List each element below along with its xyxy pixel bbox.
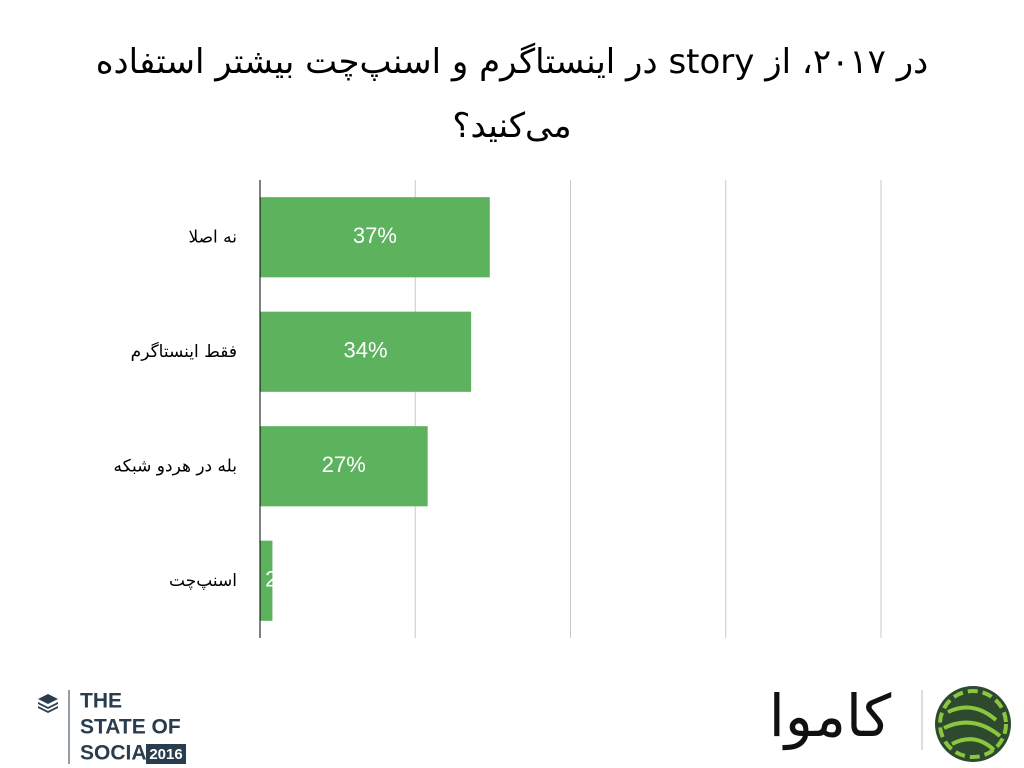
buffer-icon xyxy=(38,694,58,713)
bar xyxy=(260,311,472,392)
value-label: 34% xyxy=(344,338,388,363)
logo-text: STATE OF xyxy=(80,716,181,739)
year-box xyxy=(146,744,186,764)
category-label: نه اصلا xyxy=(188,227,237,247)
value-label: 2% xyxy=(265,567,297,592)
chart-title: در ۲۰۱۷، از story در اینستاگرم و اسنپ‌چت… xyxy=(95,42,929,146)
value-label: 37% xyxy=(353,223,397,248)
logo-text: THE xyxy=(80,690,122,713)
category-label: فقط اینستاگرم xyxy=(131,341,237,362)
category-label: اسنپ‌چت xyxy=(169,571,237,591)
bar xyxy=(260,540,273,621)
yarn-icon xyxy=(935,686,1011,762)
brand-text: کاموا xyxy=(769,682,892,751)
value-label: 27% xyxy=(322,452,366,477)
bar xyxy=(260,197,490,278)
logo-text: SOCIAL xyxy=(80,742,160,765)
bar xyxy=(260,426,428,507)
category-label: بله در هردو شبکه xyxy=(114,456,237,476)
logo-year: 2016 xyxy=(149,746,182,763)
